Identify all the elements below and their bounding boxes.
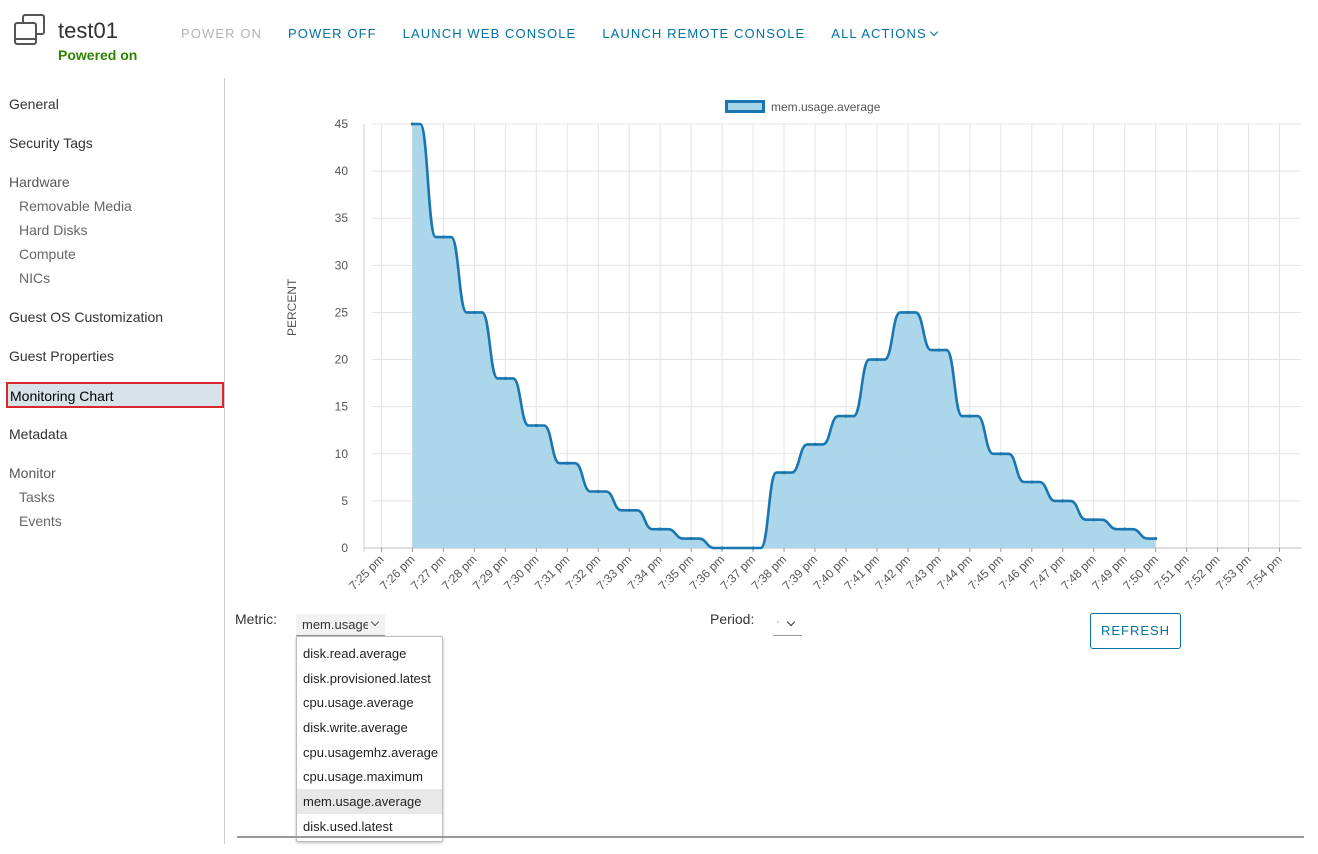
data-point [658, 527, 662, 531]
divider [237, 836, 1304, 838]
metric-option-mem-usage-average[interactable]: mem.usage.average [297, 789, 442, 814]
data-point [720, 546, 724, 550]
data-point [1154, 536, 1158, 541]
data-point [1061, 499, 1065, 503]
chevron-down-icon [370, 617, 380, 627]
data-point [472, 310, 476, 315]
metric-option-cpu-usage-average[interactable]: cpu.usage.average [303, 695, 414, 711]
y-tick-label: 25 [335, 305, 349, 319]
y-tick-label: 30 [335, 258, 349, 272]
sidebar-group-hardware: Hardware [9, 174, 70, 190]
sidebar-item-nics[interactable]: NICs [19, 270, 51, 286]
data-point [937, 348, 941, 352]
data-point [410, 122, 415, 126]
period-select-value: · [776, 616, 780, 628]
metric-option-disk-provisioned-latest[interactable]: disk.provisioned.latest [303, 670, 431, 686]
data-point [844, 414, 848, 418]
y-tick-label: 0 [341, 541, 348, 555]
legend-swatch[interactable] [725, 100, 765, 113]
period-select[interactable]: · [773, 614, 802, 636]
sidebar-item-monitoring-chart[interactable]: Monitoring Chart [6, 382, 224, 408]
data-point [751, 546, 755, 550]
sidebar-item-compute[interactable]: Compute [19, 246, 76, 262]
sidebar-item-guest-os-customization[interactable]: Guest OS Customization [9, 309, 164, 325]
metric-option-disk-write-average[interactable]: disk.write.average [303, 720, 408, 736]
sidebar-item-label: Monitoring Chart [10, 388, 114, 404]
power-on-button[interactable]: POWER ON [181, 26, 263, 41]
sidebar-item-security-tags[interactable]: Security Tags [9, 135, 93, 151]
data-point [999, 452, 1003, 456]
all-actions-button[interactable]: ALL ACTIONS [831, 26, 938, 41]
metric-select[interactable]: mem.usage.average [296, 614, 385, 636]
sidebar-nav: General Security Tags Hardware Removable… [0, 78, 225, 844]
refresh-button[interactable]: REFRESH [1090, 613, 1181, 649]
data-point [441, 235, 446, 239]
action-bar: POWER ON POWER OFF LAUNCH WEB CONSOLE LA… [181, 26, 963, 41]
data-point [503, 376, 507, 380]
metric-dropdown-menu: disk.read.average disk.provisioned.latest… [296, 636, 443, 842]
series-area-mem-usage-average [412, 124, 1156, 548]
metric-option-disk-used-latest[interactable]: disk.used.latest [303, 818, 393, 834]
metric-select-value: mem.usage.average [302, 617, 368, 632]
sidebar-item-events[interactable]: Events [19, 513, 62, 529]
metric-option-cpu-usagemhz-average[interactable]: cpu.usagemhz.average [303, 744, 439, 760]
legend-label: mem.usage.average [771, 100, 881, 114]
sidebar-item-hard-disks[interactable]: Hard Disks [19, 222, 88, 238]
data-point [968, 414, 972, 418]
y-tick-label: 15 [335, 400, 349, 414]
sidebar-item-tasks[interactable]: Tasks [19, 489, 55, 505]
period-label: Period: [710, 611, 755, 627]
sidebar-item-guest-properties[interactable]: Guest Properties [9, 348, 115, 364]
launch-remote-console-button[interactable]: LAUNCH REMOTE CONSOLE [602, 26, 806, 41]
y-tick-label: 35 [335, 211, 349, 225]
data-point [906, 310, 910, 315]
metric-label: Metric: [235, 611, 277, 627]
data-point [596, 489, 600, 494]
metric-option-cpu-usage-maximum[interactable]: cpu.usage.maximum [303, 769, 423, 785]
data-point [1030, 480, 1034, 484]
data-point [534, 423, 538, 428]
data-point [1123, 527, 1127, 531]
y-tick-label: 20 [335, 353, 349, 367]
sidebar-item-general[interactable]: General [9, 96, 59, 112]
data-point [875, 357, 879, 362]
all-actions-label: ALL ACTIONS [831, 26, 927, 41]
data-point [782, 471, 786, 475]
y-tick-label: 45 [335, 117, 349, 131]
sidebar-item-metadata[interactable]: Metadata [9, 426, 68, 442]
y-tick-label: 40 [335, 164, 349, 178]
metric-option-disk-read-average[interactable]: disk.read.average [303, 646, 407, 661]
chevron-down-icon [929, 27, 938, 37]
sidebar-item-removable-media[interactable]: Removable Media [19, 198, 132, 214]
data-point [689, 536, 693, 541]
sidebar-group-monitor: Monitor [9, 465, 56, 481]
y-tick-label: 10 [335, 447, 349, 461]
power-status: Powered on [58, 47, 138, 63]
y-tick-label: 5 [341, 494, 348, 508]
launch-web-console-button[interactable]: LAUNCH WEB CONSOLE [402, 26, 577, 41]
x-tick-label: 7:54 pm [1244, 552, 1285, 593]
data-point [565, 461, 569, 465]
series-line-mem-usage-average [412, 122, 1156, 550]
data-point [627, 508, 631, 512]
vm-header: test01 Powered on POWER ON POWER OFF LAU… [0, 0, 1318, 70]
power-off-button[interactable]: POWER OFF [288, 26, 377, 41]
data-point [1092, 518, 1096, 522]
chevron-down-icon [786, 617, 796, 627]
data-point [813, 442, 817, 446]
vm-icon [14, 14, 45, 45]
vm-name: test01 [58, 18, 118, 43]
